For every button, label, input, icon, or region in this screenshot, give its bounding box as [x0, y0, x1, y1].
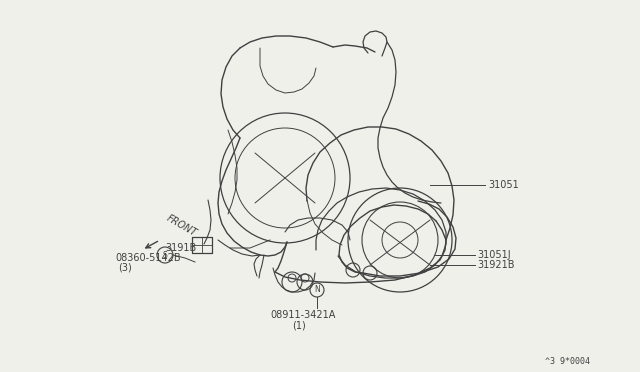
- Text: (3): (3): [118, 263, 132, 273]
- Text: 08911-3421A: 08911-3421A: [270, 310, 335, 320]
- Text: ^3 9*0004: ^3 9*0004: [545, 357, 590, 366]
- Text: (1): (1): [292, 320, 306, 330]
- Text: 31921B: 31921B: [477, 260, 515, 270]
- Text: 3191B: 3191B: [165, 243, 196, 253]
- Text: 31051: 31051: [488, 180, 519, 190]
- Text: 08360-5142B: 08360-5142B: [115, 253, 180, 263]
- Text: 31051J: 31051J: [477, 250, 511, 260]
- Text: N: N: [314, 285, 320, 295]
- Text: S: S: [163, 250, 168, 260]
- Text: FRONT: FRONT: [165, 213, 199, 238]
